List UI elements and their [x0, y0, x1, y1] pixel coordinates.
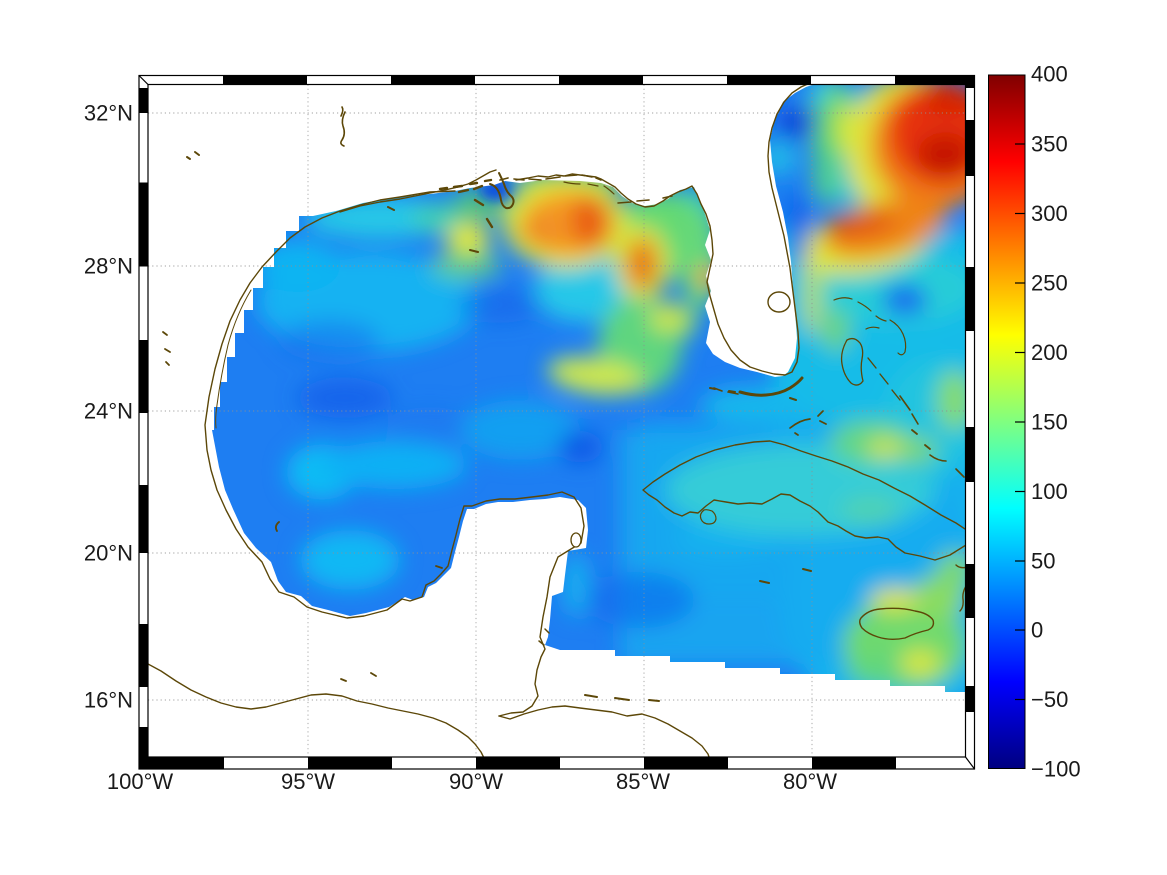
- svg-text:250: 250: [1031, 271, 1068, 296]
- svg-text:100°W: 100°W: [107, 769, 174, 794]
- svg-text:400: 400: [1031, 62, 1068, 87]
- svg-text:−100: −100: [1031, 757, 1081, 782]
- svg-text:85°W: 85°W: [616, 769, 670, 794]
- svg-text:28°N: 28°N: [84, 254, 133, 279]
- svg-text:95°W: 95°W: [281, 769, 335, 794]
- svg-text:200: 200: [1031, 340, 1068, 365]
- svg-text:24°N: 24°N: [84, 399, 133, 424]
- svg-text:−50: −50: [1031, 687, 1068, 712]
- svg-text:300: 300: [1031, 201, 1068, 226]
- svg-text:32°N: 32°N: [84, 101, 133, 126]
- svg-text:80°W: 80°W: [783, 769, 837, 794]
- svg-text:20°N: 20°N: [84, 541, 133, 566]
- svg-text:16°N: 16°N: [84, 688, 133, 713]
- svg-text:50: 50: [1031, 549, 1055, 574]
- svg-text:150: 150: [1031, 410, 1068, 435]
- svg-text:0: 0: [1031, 618, 1043, 643]
- svg-text:100: 100: [1031, 479, 1068, 504]
- svg-text:350: 350: [1031, 132, 1068, 157]
- svg-text:90°W: 90°W: [449, 769, 503, 794]
